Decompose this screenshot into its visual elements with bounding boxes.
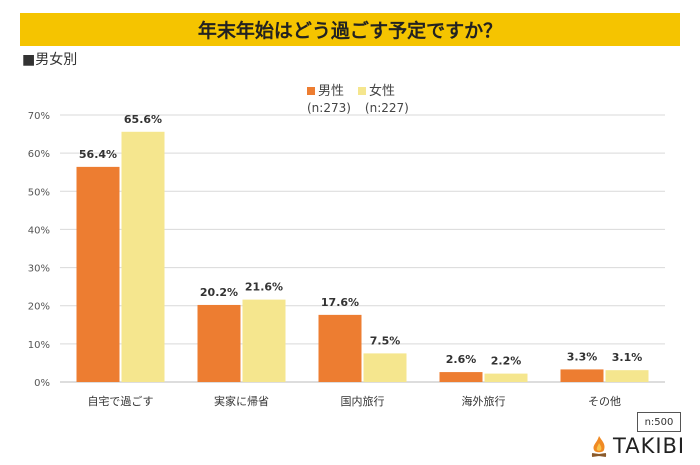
data-label: 65.6% (124, 113, 162, 126)
x-tick-label: 自宅で過ごす (87, 394, 153, 408)
y-tick-label: 30% (28, 264, 50, 275)
legend: 男性 女性 (n:273) (n:227) (307, 80, 409, 115)
legend-item-female: 女性 (358, 80, 395, 99)
legend-item-male: 男性 (307, 80, 344, 99)
bar-female (605, 370, 649, 382)
data-label: 2.2% (491, 355, 522, 368)
sample-size-box: n:500 (637, 412, 681, 432)
logo-text: TAKIBI (613, 434, 686, 458)
data-label: 7.5% (370, 334, 401, 347)
bar-male (197, 304, 241, 382)
chart-title: 年末年始はどう過ごす予定ですか？ (20, 13, 680, 46)
data-label: 20.2% (200, 286, 238, 299)
bar-female (242, 299, 286, 382)
y-tick-label: 50% (28, 187, 50, 198)
x-tick-label: 実家に帰省 (214, 394, 269, 408)
subtitle: ■男女別 (22, 52, 78, 68)
data-label: 56.4% (79, 148, 117, 161)
bar-male (76, 166, 120, 382)
y-tick-label: 10% (28, 340, 50, 351)
legend-n-male: (n:273) (307, 101, 351, 115)
bar-female (363, 353, 407, 382)
bar-male (318, 314, 362, 382)
legend-swatch-male (307, 87, 315, 95)
legend-label-male: 男性 (318, 84, 345, 99)
data-label: 2.6% (446, 353, 477, 366)
y-tick-label: 0% (34, 378, 50, 389)
y-tick-label: 20% (28, 302, 50, 313)
y-tick-label: 40% (28, 225, 50, 236)
x-tick-label: 国内旅行 (341, 394, 385, 408)
campfire-icon (591, 436, 607, 457)
legend-n-female: (n:227) (364, 101, 409, 115)
data-label: 3.3% (567, 350, 598, 363)
x-tick-label: その他 (588, 395, 621, 408)
bar-male (560, 369, 604, 382)
legend-swatch-female (358, 87, 367, 95)
x-tick-label: 海外旅行 (462, 394, 506, 408)
legend-label-female: 女性 (369, 84, 396, 99)
y-tick-label: 70% (28, 111, 50, 122)
takibi-logo: TAKIBI (589, 434, 685, 458)
bar-female (121, 131, 165, 382)
data-label: 3.1% (612, 351, 643, 364)
data-label: 21.6% (245, 281, 283, 294)
data-label: 17.6% (321, 296, 359, 309)
bar-female (484, 373, 528, 382)
bar-male (439, 372, 483, 382)
y-tick-label: 60% (28, 149, 50, 160)
